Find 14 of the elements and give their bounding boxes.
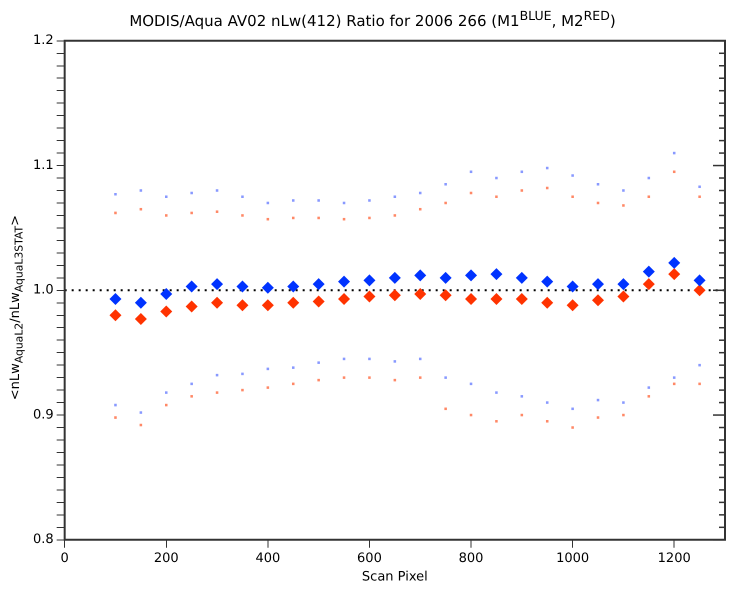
x-tick-label: 200 [154, 550, 179, 566]
x-tick-label: 0 [60, 550, 69, 566]
x-tick-label: 400 [255, 550, 280, 566]
x-tick-label: 1000 [556, 550, 590, 566]
y-tick-label: 1.0 [32, 282, 54, 298]
x-tick-label: 1200 [658, 550, 691, 566]
chart-title: MODIS/Aqua AV02 nLw(412) Ratio for 2006 266 (M1$^{BLUE}$, M2$^{RED}$) [128, 8, 617, 30]
x-tick-label: 600 [357, 550, 382, 566]
y-tick-label: 1.2 [32, 33, 54, 48]
y-tick-label: 0.9 [32, 407, 54, 422]
y-tick-label: 1.1 [32, 158, 54, 173]
x-axis-title: Scan Pixel [362, 570, 428, 585]
x-tick-label: 800 [458, 550, 484, 566]
y-tick-label: 0.8 [32, 532, 54, 548]
